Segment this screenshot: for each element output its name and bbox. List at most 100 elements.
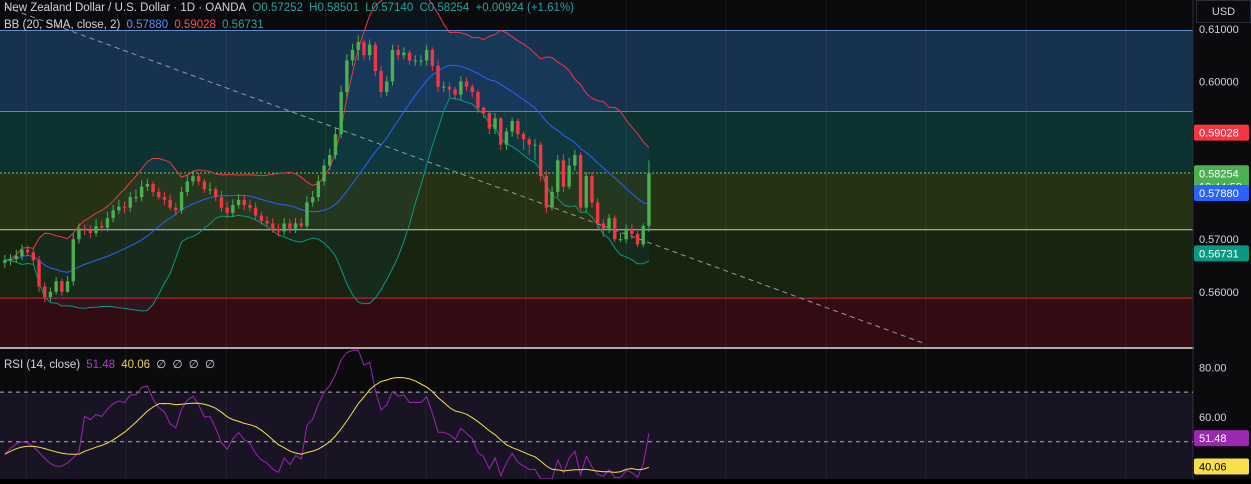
candle-body [100,226,104,228]
candle-body [550,191,554,208]
candle-body [71,239,75,282]
candle-body [219,197,224,208]
candle-body [288,223,292,229]
candle [550,186,554,211]
candle [584,171,588,212]
candle-body [527,139,531,145]
candle [288,219,292,233]
candle-body [208,189,212,191]
candle [191,170,195,186]
candle [373,42,378,77]
candle [396,44,400,61]
candle-body [533,144,537,146]
price-label-text: 0.57880 [1199,188,1239,200]
price-label-tag [1194,124,1249,141]
candle-body [293,223,298,229]
candle-body [139,186,144,198]
candle-body [436,65,440,87]
candle [407,49,412,65]
candle [48,287,53,302]
price-zone [0,111,1193,173]
candle-body [248,205,252,208]
candle [424,44,429,66]
candle [613,215,617,242]
candle [601,219,606,237]
candle-body [128,197,132,208]
candle [202,178,207,193]
candle-body [476,92,480,108]
candle-body [402,52,406,56]
bb-fill [4,0,649,311]
candle [556,155,560,198]
price-label-tag [1194,245,1249,262]
rsi-legend[interactable]: RSI (14, close) 51.48 40.06 ∅ ∅ ∅ ∅ [4,357,218,371]
candle [94,219,98,237]
price-tick-label: 0.57000 [1199,234,1239,246]
price-tick-label: 0.60000 [1199,76,1239,88]
price-zone [0,229,1193,299]
symbol-header: New Zealand Dollar / U.S. Dollar · 1D · … [4,2,577,14]
candle [196,172,201,186]
candle [31,248,36,265]
candle-body [499,118,503,145]
candle [299,218,303,230]
candle [436,60,440,93]
high-value: 0.58501 [317,2,360,14]
candle [316,175,321,202]
candle-body [43,286,47,298]
candle-body [265,220,269,224]
rsi-ma-line [4,376,650,473]
candle-body [191,176,195,182]
candle-body [134,197,138,199]
rsi-label-tag [1194,430,1249,447]
rsi-tick-label: 60.00 [1199,412,1227,424]
candle [253,202,258,220]
candle-body [60,281,64,292]
candle-body [630,228,634,234]
candle [128,191,132,212]
price-label-text: 0.59028 [1199,128,1239,140]
candle-body [82,228,87,230]
candle [333,127,338,160]
candle [305,196,309,230]
candle-body [607,218,611,229]
candle-body [168,199,172,208]
candle [459,76,463,100]
candle-body [595,202,600,224]
candle-body [94,226,98,233]
candle-body [339,92,343,135]
candle-body [3,260,7,263]
change-value: +0.00924 (+1.61%) [475,2,574,14]
currency-button[interactable]: USD [1196,0,1251,23]
candle-body [470,86,474,93]
candle-body [117,206,121,211]
price-tick-label: 0.61000 [1199,24,1239,36]
bb-legend[interactable]: BB (20, SMA, close, 2) 0.57880 0.59028 0… [4,19,267,31]
candle [225,201,229,219]
candle [139,180,144,202]
candle-body [37,260,41,287]
candle [276,223,281,237]
candle-body [590,176,594,203]
candle-body [521,134,526,140]
candle [54,277,58,295]
candle-body [25,249,30,253]
candle [510,117,514,137]
candle-body [453,89,457,95]
candle-body [635,233,640,245]
candle [516,118,520,140]
candle [499,117,503,150]
bb-lower-value: 0.56731 [222,19,264,31]
candle-body [624,228,628,240]
candle-body [407,52,412,61]
candle-body [151,184,155,192]
candle [504,127,509,150]
candle-body [8,259,13,261]
candle [533,139,537,161]
candle-body [493,118,497,129]
candle-body [510,120,514,132]
candle-body [413,60,417,62]
candle-body [333,134,338,156]
